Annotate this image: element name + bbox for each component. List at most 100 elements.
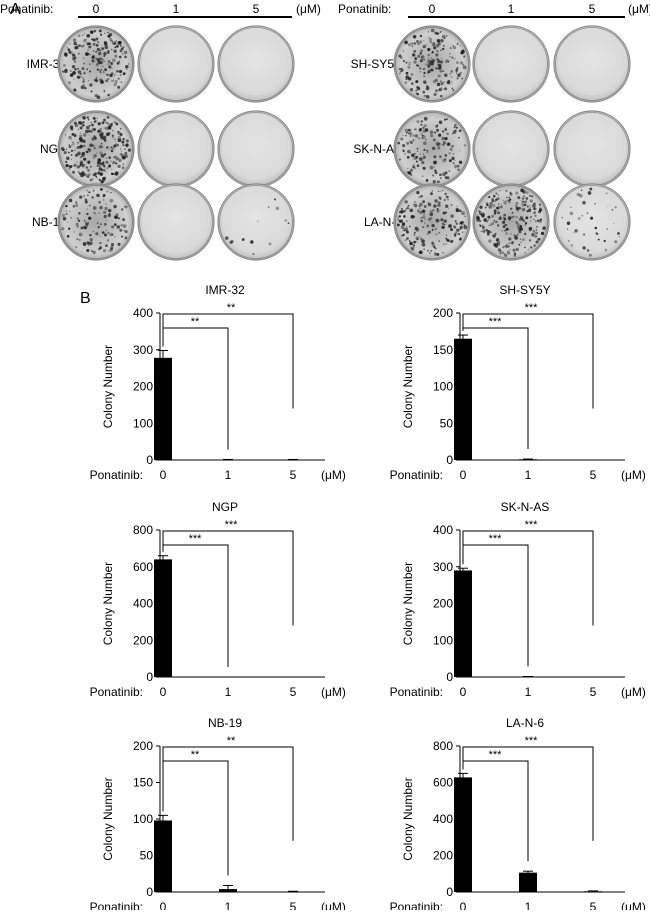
colony-dot bbox=[456, 228, 459, 231]
colony-dot bbox=[526, 191, 529, 194]
colony-dot bbox=[525, 222, 527, 224]
colony-dot bbox=[567, 221, 570, 224]
colony-dot bbox=[63, 64, 66, 67]
colony-dot bbox=[497, 198, 499, 200]
colony-dot bbox=[427, 59, 431, 63]
colony-dot bbox=[434, 199, 437, 202]
colony-dot bbox=[111, 49, 113, 51]
colony-dot bbox=[102, 146, 103, 147]
y-tick-label: 0 bbox=[446, 670, 453, 684]
colony-dot bbox=[401, 235, 403, 237]
colony-dot bbox=[436, 219, 437, 220]
colony-dot bbox=[438, 240, 440, 242]
colony-dot bbox=[457, 206, 459, 208]
colony-dot bbox=[442, 159, 446, 163]
colony-dot bbox=[124, 148, 126, 150]
colony-dot bbox=[74, 46, 77, 49]
plate-circle bbox=[554, 111, 630, 187]
significance-label: *** bbox=[189, 533, 203, 545]
colony-dot bbox=[120, 45, 122, 47]
colony-dot bbox=[118, 61, 120, 63]
colony-dot bbox=[89, 71, 91, 73]
colony-dot bbox=[493, 243, 497, 247]
colony-dot bbox=[428, 96, 429, 97]
colony-dot bbox=[498, 194, 499, 195]
colony-dot bbox=[94, 172, 97, 175]
panel-b-label: B bbox=[80, 290, 91, 307]
colony-dot bbox=[97, 165, 99, 167]
colony-dot bbox=[397, 142, 400, 145]
significance-label: *** bbox=[489, 749, 503, 761]
colony-dot bbox=[126, 69, 127, 70]
colony-dot bbox=[93, 43, 96, 46]
colony-dot bbox=[97, 69, 98, 70]
colony-dot bbox=[416, 241, 417, 242]
colony-dot bbox=[403, 60, 405, 62]
colony-dot bbox=[92, 178, 94, 180]
colony-dot bbox=[606, 193, 607, 194]
colony-dot bbox=[93, 206, 97, 210]
colony-dot bbox=[63, 217, 67, 221]
colony-dot bbox=[501, 204, 502, 205]
colony-dot bbox=[523, 201, 525, 203]
colony-dot bbox=[68, 152, 70, 154]
colony-dot bbox=[452, 133, 453, 134]
colony-dot bbox=[103, 127, 104, 128]
colony-dot bbox=[446, 133, 449, 136]
x-tick-label: 1 bbox=[525, 468, 532, 482]
colony-dot bbox=[530, 216, 532, 218]
colony-dot bbox=[571, 244, 574, 247]
colony-dot bbox=[414, 201, 416, 203]
colony-dot bbox=[411, 57, 412, 58]
colony-dot bbox=[112, 163, 113, 164]
colony-dot bbox=[74, 44, 75, 45]
colony-dot bbox=[450, 214, 453, 217]
colony-dot bbox=[430, 61, 434, 65]
colony-dot bbox=[99, 69, 101, 71]
colony-dot bbox=[570, 212, 574, 216]
colony-dot bbox=[537, 238, 540, 241]
colony-dot bbox=[423, 167, 426, 170]
colony-dot bbox=[480, 225, 482, 227]
colony-dot bbox=[73, 79, 74, 80]
x-tick-label: 0 bbox=[460, 685, 467, 699]
colony-dot bbox=[104, 68, 107, 71]
colony-dot bbox=[529, 205, 530, 206]
colony-dot bbox=[519, 225, 522, 228]
colony-dot bbox=[83, 57, 85, 59]
colony-dot bbox=[70, 73, 74, 77]
colony-dot bbox=[442, 71, 444, 73]
colony-dot bbox=[92, 251, 95, 254]
colony-dot bbox=[225, 236, 229, 240]
colony-dot bbox=[409, 240, 411, 242]
colony-dot bbox=[410, 135, 411, 136]
colony-dot bbox=[434, 132, 436, 134]
colony-dot bbox=[450, 47, 452, 49]
colony-dot bbox=[518, 228, 519, 229]
colony-dot bbox=[492, 234, 495, 237]
colony-dot bbox=[114, 47, 115, 48]
colony-dot bbox=[73, 39, 77, 43]
bar bbox=[454, 570, 472, 677]
x-tick-label: 1 bbox=[525, 685, 532, 699]
colony-dot bbox=[74, 61, 76, 63]
colony-dot bbox=[405, 200, 408, 203]
colony-dot bbox=[98, 52, 102, 56]
colony-dot bbox=[420, 124, 422, 126]
colony-dot bbox=[409, 225, 411, 227]
plate-circle bbox=[473, 26, 549, 102]
colony-dot bbox=[461, 211, 465, 215]
y-tick-label: 400 bbox=[133, 306, 153, 320]
colony-dot bbox=[508, 229, 509, 230]
colony-dot bbox=[121, 208, 123, 210]
colony-dot bbox=[406, 220, 408, 222]
colony-dot bbox=[460, 45, 461, 46]
colony-dot bbox=[416, 64, 418, 66]
colony-dot bbox=[400, 138, 403, 141]
colony-dot bbox=[582, 215, 584, 217]
plate-circle bbox=[218, 26, 294, 102]
colony-dot bbox=[420, 154, 421, 155]
colony-dot bbox=[95, 232, 98, 235]
colony-dot bbox=[95, 51, 97, 53]
